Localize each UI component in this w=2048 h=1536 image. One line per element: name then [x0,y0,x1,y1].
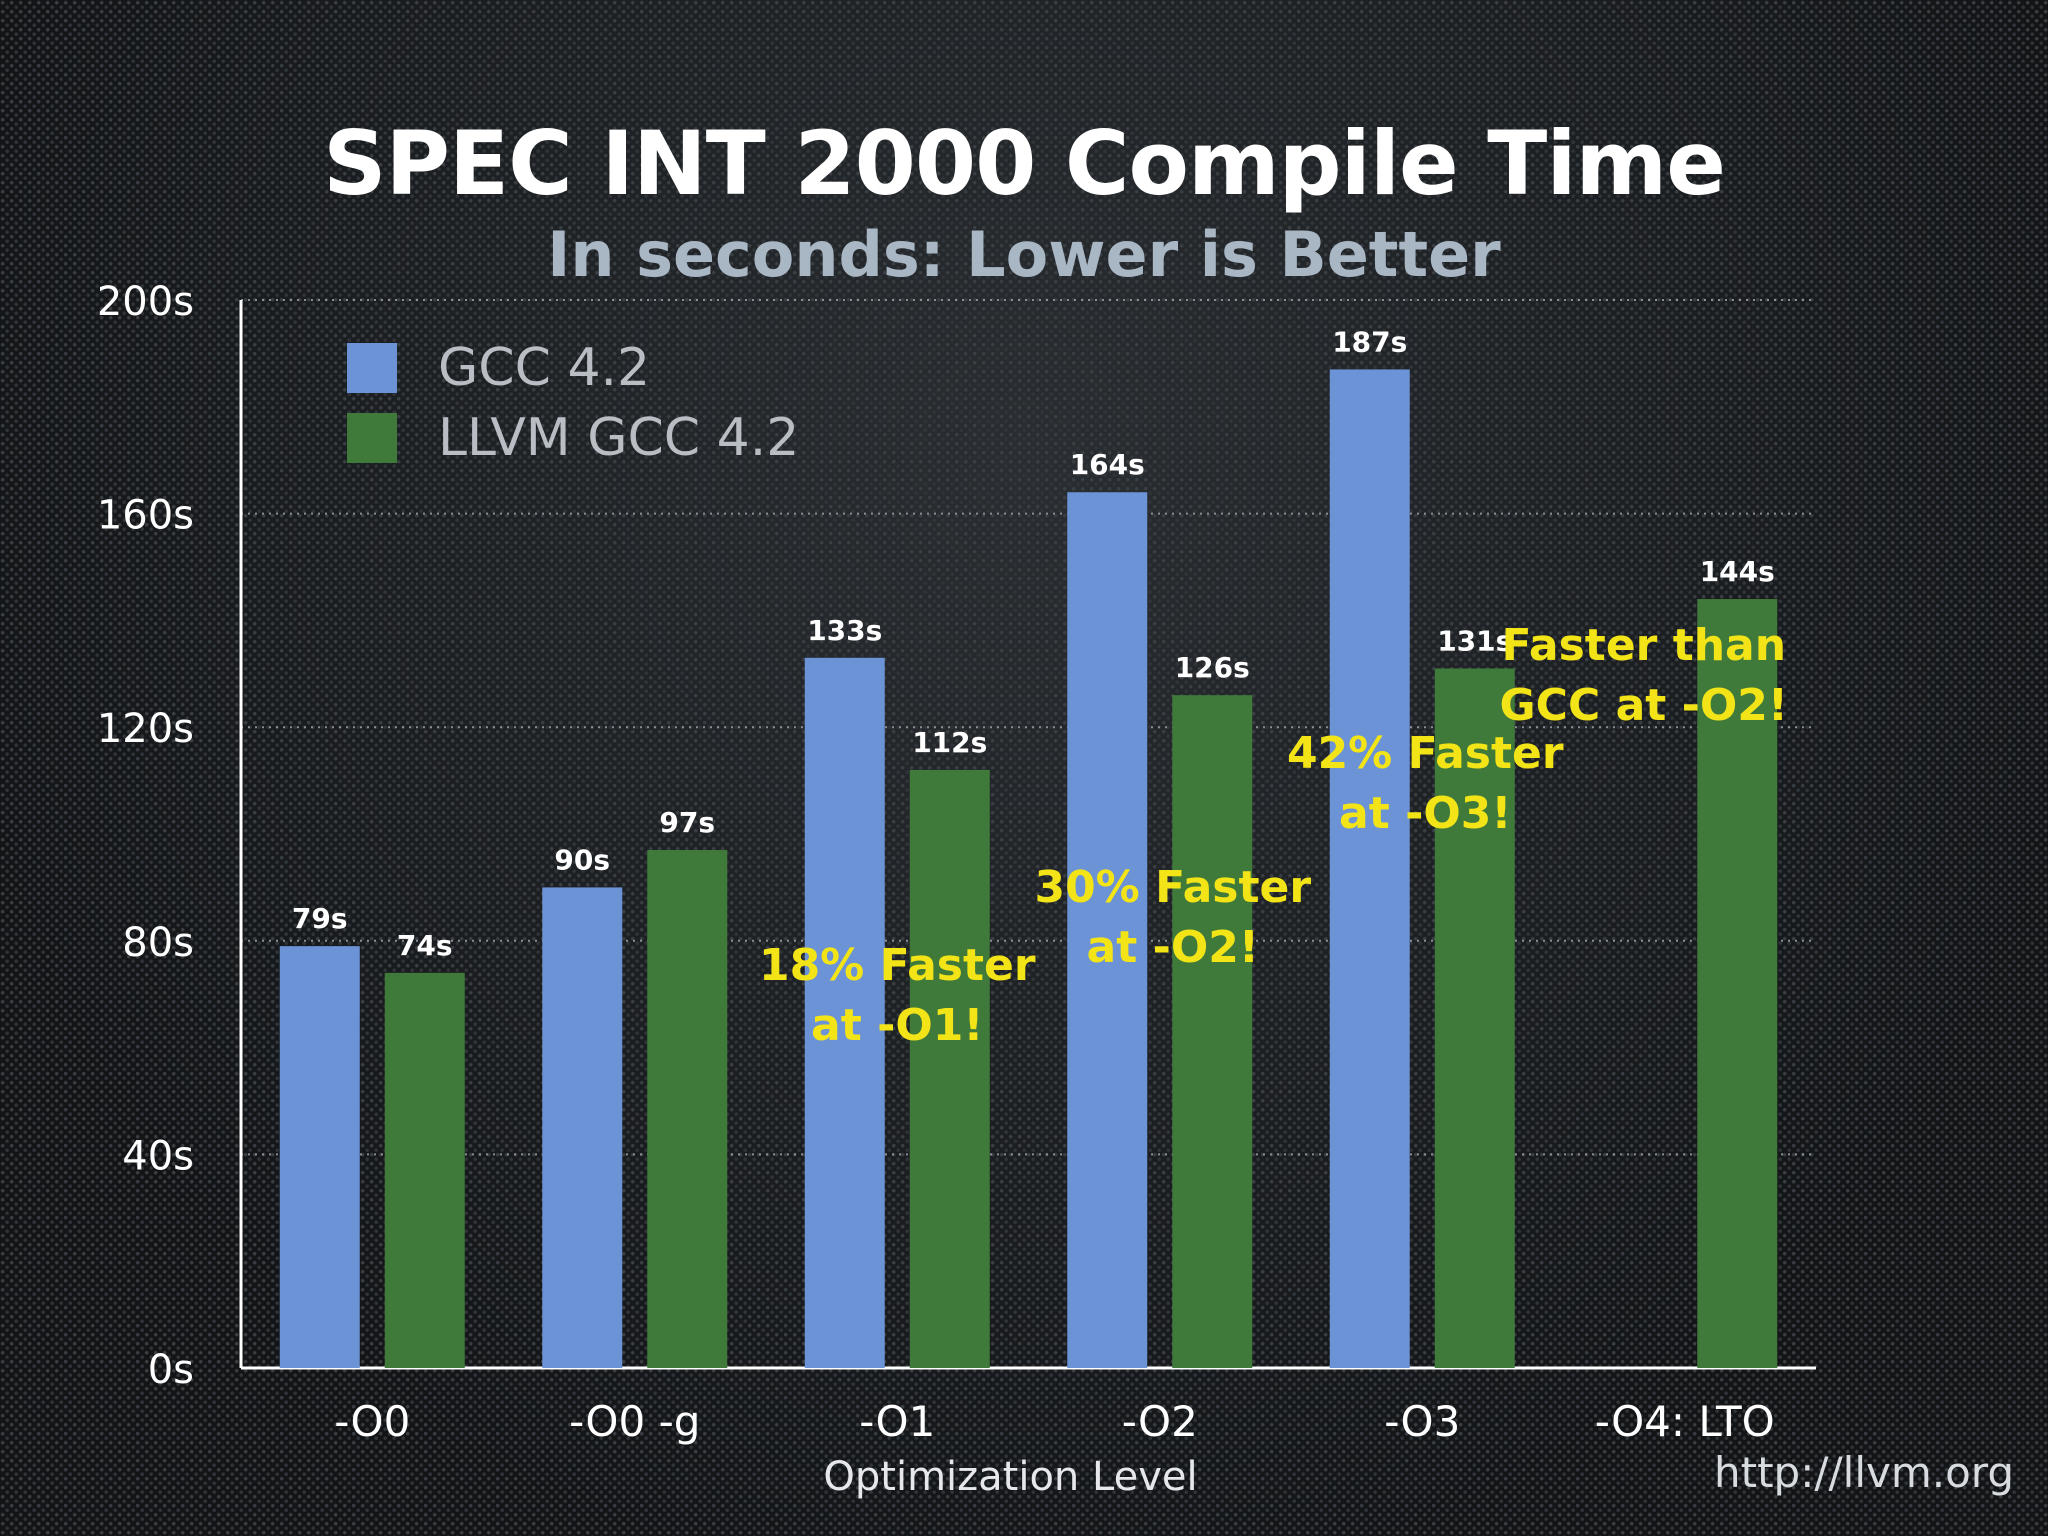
bar-llvm [647,850,728,1368]
bar-gcc [1329,369,1410,1368]
bar-value-label: 133s [807,614,882,647]
bar-value-label: 164s [1070,448,1145,481]
annotation-text: at -O1! [811,1000,983,1051]
legend-swatch [347,413,397,463]
bar-llvm [384,972,465,1368]
chart-subtitle: In seconds: Lower is Better [547,218,1501,291]
legend-swatch [347,343,397,393]
y-tick-label: 120s [97,706,194,752]
bar-value-label: 97s [659,806,715,839]
bar-gcc [279,946,360,1368]
x-tick-label: -O4: LTO [1595,1397,1775,1446]
bar-value-label: 187s [1332,325,1407,358]
annotation-text: GCC at -O2! [1500,680,1788,731]
bar-gcc [1067,492,1148,1368]
bar-llvm [909,769,990,1368]
bar-value-label: 126s [1175,651,1250,684]
x-tick-label: -O1 [859,1397,935,1446]
y-tick-label: 40s [122,1133,194,1179]
x-tick-label: -O0 [334,1397,410,1446]
x-tick-label: -O0 -g [569,1397,700,1446]
legend-label: LLVM GCC 4.2 [438,408,799,468]
legend-label: GCC 4.2 [438,338,650,398]
y-tick-label: 200s [97,279,194,325]
bar-value-label: 79s [292,902,348,935]
bar-llvm [1434,668,1515,1368]
x-tick-label: -O3 [1384,1397,1460,1446]
annotation-text: 42% Faster [1287,728,1564,779]
bar-value-label: 131s [1437,624,1512,657]
annotation-text: 18% Faster [759,940,1036,991]
footer-url: http://llvm.org [1713,1448,2014,1497]
y-tick-label: 160s [97,493,194,539]
bar-gcc [804,657,885,1368]
annotation-text: at -O2! [1087,922,1259,973]
x-tick-label: -O2 [1122,1397,1198,1446]
bar-value-label: 74s [397,929,453,962]
bar-llvm [1697,599,1778,1368]
bar-gcc [542,887,623,1368]
bar-value-label: 112s [912,726,987,759]
x-axis-label: Optimization Level [823,1454,1197,1500]
annotation-text: Faster than [1501,620,1786,671]
bar-value-label: 90s [554,843,610,876]
y-tick-label: 0s [148,1347,194,1393]
bar-llvm [1172,695,1253,1368]
annotation-text: 30% Faster [1034,862,1311,913]
y-tick-label: 80s [122,920,194,966]
chart-title: SPEC INT 2000 Compile Time [323,112,1726,215]
annotation-text: at -O3! [1339,788,1511,839]
bar-value-label: 144s [1700,555,1775,588]
